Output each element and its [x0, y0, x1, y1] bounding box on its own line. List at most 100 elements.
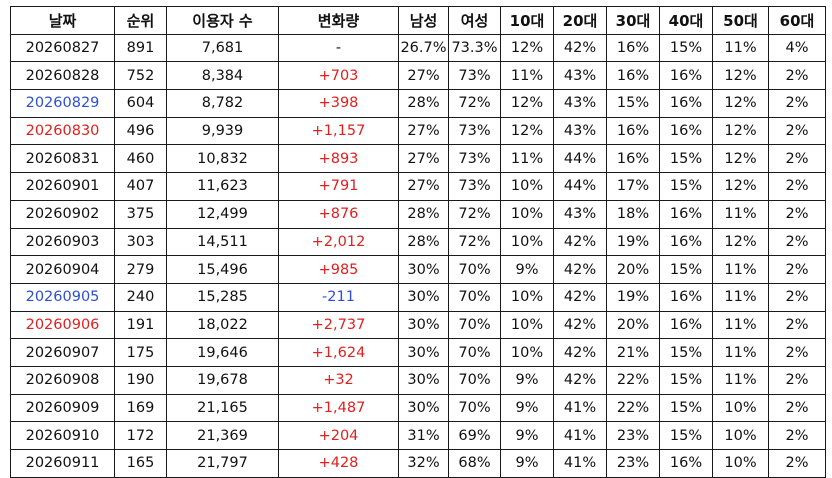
cell-change: +32: [278, 365, 399, 395]
cell-male: 30%: [398, 338, 449, 367]
cell-age-50s: 12%: [712, 172, 769, 201]
cell-female: 70%: [448, 310, 501, 340]
cell-male: 28%: [398, 199, 449, 229]
cell-age-20s: 41%: [553, 393, 607, 423]
cell-age-30s: 15%: [606, 89, 660, 118]
cell-users: 9,939: [166, 116, 279, 146]
cell-date: 20260829: [10, 89, 115, 118]
cell-female: 73.3%: [448, 33, 501, 63]
cell-age-50s: 11%: [712, 282, 769, 312]
cell-change: -211: [278, 282, 399, 312]
cell-male: 30%: [398, 365, 449, 395]
cell-age-40s: 16%: [659, 227, 713, 257]
cell-change: +1,157: [278, 116, 399, 146]
cell-female: 70%: [448, 255, 501, 284]
cell-change: +204: [278, 421, 399, 450]
cell-age-30s: 16%: [606, 116, 660, 146]
cell-rank: 191: [114, 310, 167, 340]
cell-male: 31%: [398, 421, 449, 450]
cell-age-60s: 2%: [768, 89, 826, 118]
cell-age-60s: 2%: [768, 255, 826, 284]
cell-age-50s: 12%: [712, 89, 769, 118]
cell-users: 10,832: [166, 144, 279, 174]
cell-female: 73%: [448, 172, 501, 201]
cell-change: +428: [278, 449, 399, 478]
table-row: 20260830 496 9,939 +1,157 27% 73% 12% 43% 16% 16%…: [10, 116, 826, 146]
cell-users: 7,681: [166, 33, 279, 63]
cell-rank: 279: [114, 255, 167, 284]
cell-age-30s: 23%: [606, 421, 660, 450]
cell-age-10s: 9%: [500, 255, 554, 284]
cell-age-50s: 11%: [712, 255, 769, 284]
cell-male: 27%: [398, 61, 449, 91]
cell-rank: 496: [114, 116, 167, 146]
cell-age-40s: 16%: [659, 199, 713, 229]
cell-male: 27%: [398, 172, 449, 201]
cell-female: 70%: [448, 282, 501, 312]
cell-date: 20260908: [10, 365, 115, 395]
cell-age-40s: 15%: [659, 144, 713, 174]
cell-age-10s: 9%: [500, 393, 554, 423]
cell-users: 15,285: [166, 282, 279, 312]
cell-age-40s: 16%: [659, 282, 713, 312]
cell-age-40s: 16%: [659, 89, 713, 118]
cell-users: 19,678: [166, 365, 279, 395]
cell-date: 20260907: [10, 338, 115, 367]
cell-age-40s: 15%: [659, 172, 713, 201]
cell-rank: 752: [114, 61, 167, 91]
cell-female: 70%: [448, 338, 501, 367]
cell-rank: 375: [114, 199, 167, 229]
cell-date: 20260905: [10, 282, 115, 312]
cell-change: +398: [278, 89, 399, 118]
table-row: 20260908 190 19,678 +32 30% 70% 9% 42% 22% 15% 11%…: [10, 365, 826, 395]
cell-male: 26.7%: [398, 33, 449, 63]
cell-age-50s: 11%: [712, 33, 769, 63]
cell-female: 69%: [448, 421, 501, 450]
cell-age-60s: 2%: [768, 61, 826, 91]
header-date: 날짜: [10, 6, 115, 35]
table-row: 20260901 407 11,623 +791 27% 73% 10% 44% 17% 15% 1…: [10, 172, 826, 201]
table-row: 20260909 169 21,165 +1,487 30% 70% 9% 41% 22% 15%…: [10, 393, 826, 423]
cell-age-60s: 2%: [768, 393, 826, 423]
cell-age-30s: 19%: [606, 227, 660, 257]
cell-age-50s: 10%: [712, 449, 769, 478]
cell-female: 73%: [448, 144, 501, 174]
cell-age-10s: 9%: [500, 365, 554, 395]
cell-change: +2,012: [278, 227, 399, 257]
cell-age-50s: 12%: [712, 144, 769, 174]
cell-users: 12,499: [166, 199, 279, 229]
cell-change: +893: [278, 144, 399, 174]
cell-age-10s: 9%: [500, 449, 554, 478]
cell-age-30s: 19%: [606, 282, 660, 312]
table-row: 20260905 240 15,285 -211 30% 70% 10% 42% 19% 16% 1…: [10, 282, 826, 312]
cell-male: 30%: [398, 282, 449, 312]
cell-age-50s: 11%: [712, 310, 769, 340]
cell-date: 20260902: [10, 199, 115, 229]
cell-age-50s: 10%: [712, 393, 769, 423]
cell-age-20s: 43%: [553, 89, 607, 118]
cell-date: 20260911: [10, 449, 115, 478]
cell-users: 14,511: [166, 227, 279, 257]
header-users: 이용자 수: [166, 6, 279, 35]
cell-age-20s: 44%: [553, 144, 607, 174]
cell-age-60s: 2%: [768, 116, 826, 146]
cell-age-60s: 2%: [768, 449, 826, 478]
cell-age-10s: 10%: [500, 227, 554, 257]
header-rank: 순위: [114, 6, 167, 35]
cell-date: 20260910: [10, 421, 115, 450]
cell-female: 70%: [448, 393, 501, 423]
table-row: 20260911 165 21,797 +428 32% 68% 9% 41% 23% 16% 10…: [10, 449, 826, 478]
cell-female: 70%: [448, 365, 501, 395]
cell-female: 72%: [448, 89, 501, 118]
cell-rank: 303: [114, 227, 167, 257]
cell-date: 20260904: [10, 255, 115, 284]
header-age-20s: 20대: [553, 6, 607, 35]
cell-rank: 169: [114, 393, 167, 423]
cell-date: 20260901: [10, 172, 115, 201]
cell-age-10s: 10%: [500, 310, 554, 340]
cell-age-10s: 9%: [500, 421, 554, 450]
cell-change: -: [278, 33, 399, 63]
table-row: 20260907 175 19,646 +1,624 30% 70% 10% 42% 21% 15…: [10, 338, 826, 367]
cell-change: +985: [278, 255, 399, 284]
table-row: 20260827 891 7,681-26.7% 73.3% 12% 42% 16% 15% 1…: [10, 33, 826, 63]
